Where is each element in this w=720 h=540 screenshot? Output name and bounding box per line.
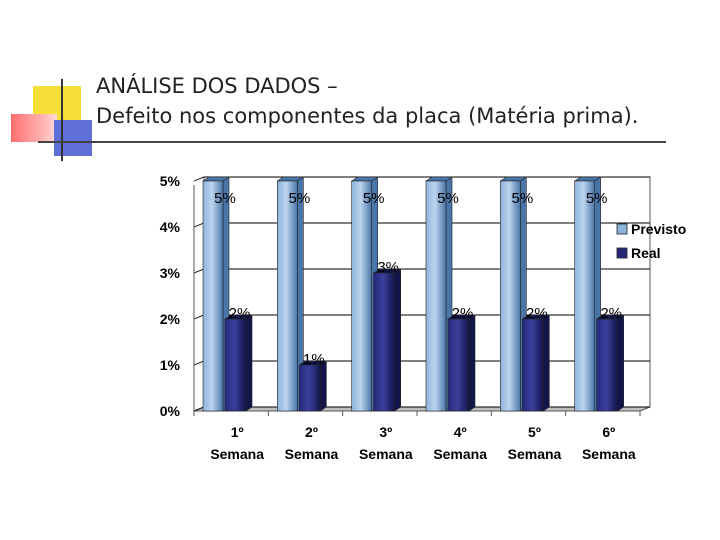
x-tick-label: Semana bbox=[508, 446, 562, 462]
decorative-vertical-line bbox=[61, 79, 63, 161]
legend-label-real: Real bbox=[631, 245, 661, 261]
bar-real-side bbox=[468, 314, 476, 412]
data-label-real: 2% bbox=[526, 305, 548, 322]
bar-previsto bbox=[500, 180, 521, 412]
bar-real bbox=[373, 272, 395, 412]
bar-real-side bbox=[617, 314, 624, 412]
bar-previsto bbox=[351, 180, 372, 412]
y-tick-label: 4% bbox=[160, 219, 181, 235]
x-tick-label: 3º bbox=[379, 424, 392, 440]
gridline bbox=[193, 176, 650, 182]
y-tick-label: 0% bbox=[160, 403, 181, 419]
bar-real-side bbox=[245, 314, 253, 412]
bar-real bbox=[596, 318, 618, 412]
bar-real-side bbox=[394, 268, 401, 412]
x-tick-label: 4º bbox=[454, 424, 467, 440]
x-tick-label: 2º bbox=[305, 424, 318, 440]
bar-real bbox=[299, 364, 321, 412]
data-label-real: 2% bbox=[229, 305, 251, 322]
decorative-blue-square bbox=[54, 120, 92, 156]
data-label-previsto: 5% bbox=[511, 190, 533, 207]
y-tick-label: 5% bbox=[160, 173, 181, 189]
legend-swatch-real bbox=[616, 247, 628, 259]
legend-swatch-previsto bbox=[616, 223, 628, 235]
y-tick-label: 2% bbox=[160, 311, 181, 327]
x-tick-label: 1º bbox=[231, 424, 244, 440]
bar-real-side bbox=[543, 314, 550, 412]
data-label-real: 3% bbox=[377, 259, 399, 276]
data-label-previsto: 5% bbox=[586, 190, 608, 207]
bar-real bbox=[522, 318, 544, 412]
y-tick-label: 1% bbox=[160, 357, 181, 373]
x-tick-label: Semana bbox=[210, 446, 264, 462]
bar-previsto bbox=[425, 180, 447, 412]
title-underline bbox=[38, 141, 666, 143]
data-label-real: 2% bbox=[452, 305, 474, 322]
x-tick-label: 6º bbox=[602, 424, 615, 440]
decorative-red-bar bbox=[11, 114, 57, 142]
bar-real-side bbox=[320, 360, 327, 412]
bar-real bbox=[224, 318, 247, 412]
x-tick-label: Semana bbox=[285, 446, 339, 462]
data-label-real: 2% bbox=[600, 305, 622, 322]
x-tick-label: Semana bbox=[582, 446, 636, 462]
y-tick-label: 3% bbox=[160, 265, 181, 281]
x-tick-label: 5º bbox=[528, 424, 541, 440]
legend-label-previsto: Previsto bbox=[631, 221, 686, 237]
data-label-previsto: 5% bbox=[214, 190, 236, 207]
slide-title: ANÁLISE DOS DADOS – bbox=[96, 74, 338, 98]
slide-subtitle: Defeito nos componentes da placa (Matéri… bbox=[96, 104, 639, 128]
data-label-previsto: 5% bbox=[437, 190, 459, 207]
data-label-previsto: 5% bbox=[363, 190, 385, 207]
x-tick-label: Semana bbox=[433, 446, 487, 462]
bar-previsto bbox=[277, 180, 298, 412]
bar-previsto bbox=[202, 180, 224, 412]
x-tick-label: Semana bbox=[359, 446, 413, 462]
data-label-previsto: 5% bbox=[288, 190, 310, 207]
data-label-real: 1% bbox=[303, 351, 325, 368]
bar-real bbox=[447, 318, 470, 412]
bar-previsto bbox=[574, 180, 595, 412]
